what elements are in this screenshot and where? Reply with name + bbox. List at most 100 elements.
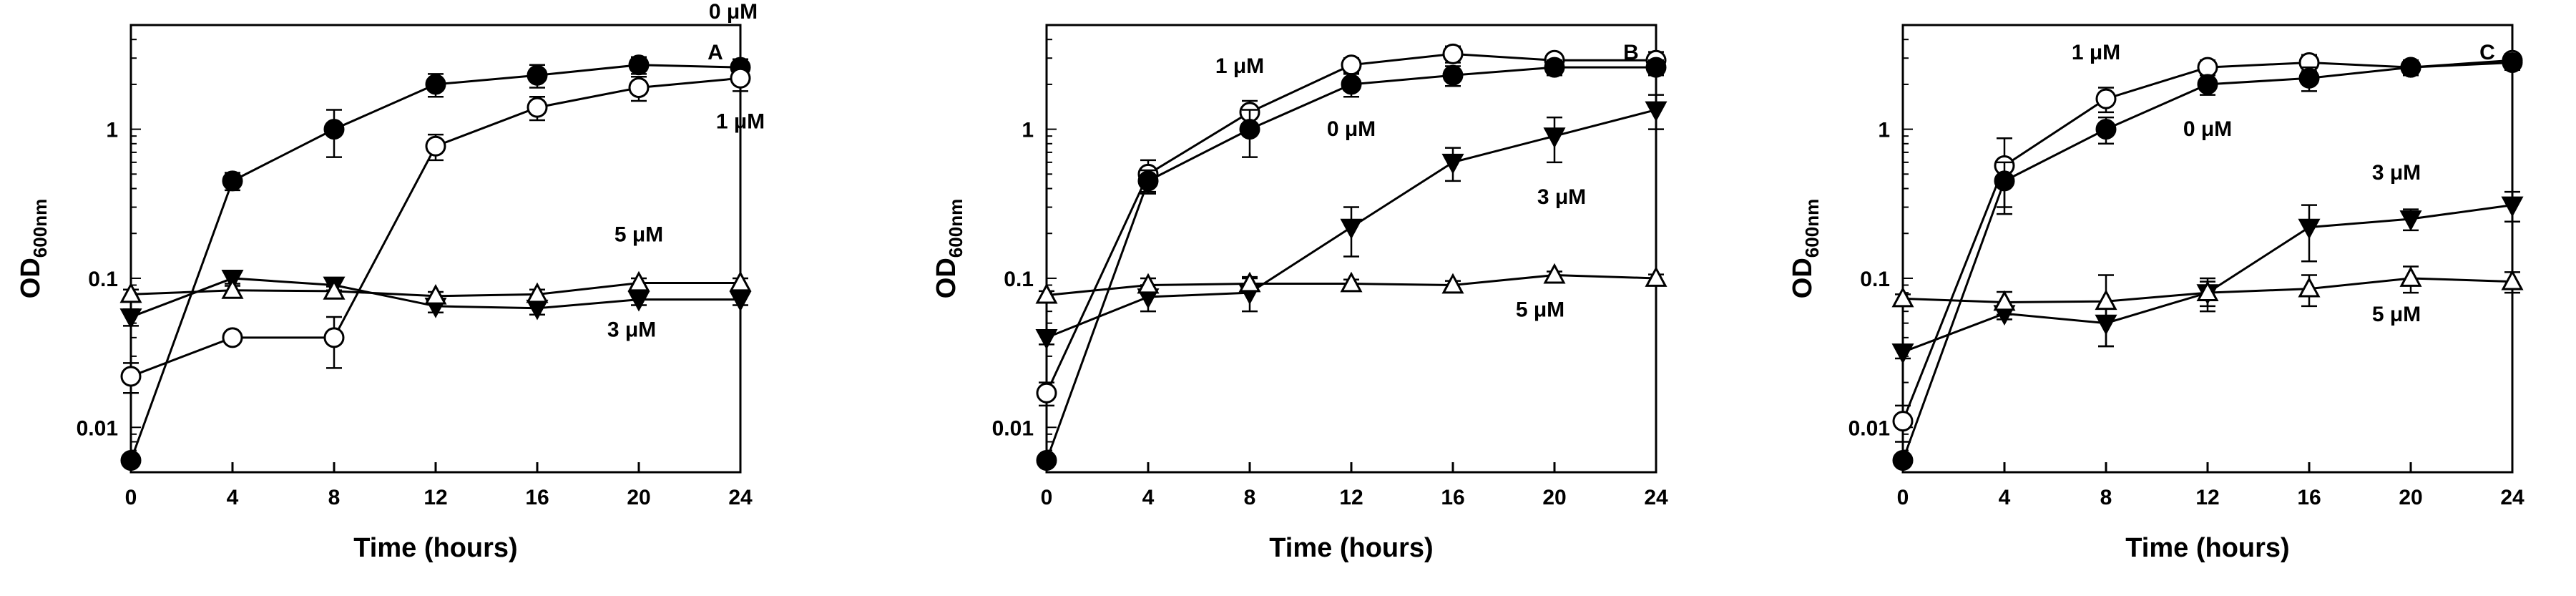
data-point: [2197, 74, 2218, 95]
data-point: [323, 327, 345, 348]
x-tick-label: 4: [227, 486, 239, 509]
series-3m: [1891, 190, 2524, 364]
data-point: [1341, 74, 1362, 95]
y-tick-label: 0.1: [1860, 268, 1890, 291]
x-tick-label: 0: [125, 486, 137, 509]
data-point: [2501, 269, 2524, 290]
data-point: [424, 283, 447, 305]
series-label: 5 μM: [614, 223, 663, 247]
series-label: 1 μM: [1215, 54, 1264, 78]
series-3m: [1035, 94, 1667, 350]
data-point: [2298, 67, 2320, 89]
data-point: [729, 270, 752, 292]
chart-panel-a: 0 4 8 12 16 20 24 0.01 0.1 1 Time (hours) OD600nm A 0…: [16, 0, 765, 563]
series-0m: [1036, 57, 1667, 472]
panel-letter: A: [707, 41, 723, 64]
series-line: [129, 64, 741, 461]
series-label: 0 μM: [1327, 117, 1376, 141]
y-tick-label: 0.01: [77, 416, 118, 440]
x-tick-label: 4: [1142, 486, 1155, 509]
data-point: [425, 135, 446, 157]
x-tick-label: 20: [627, 486, 650, 509]
data-point: [1544, 57, 1565, 78]
data-point: [2501, 196, 2524, 218]
data-point: [1035, 283, 1058, 304]
data-point: [2095, 119, 2117, 140]
data-point: [627, 270, 650, 292]
x-tick-label: 12: [423, 486, 447, 509]
x-tick-label: 8: [1244, 486, 1256, 509]
data-point: [1543, 263, 1566, 284]
data-point: [120, 450, 142, 472]
series-5m: [119, 270, 752, 305]
y-tick-label: 0.01: [992, 416, 1034, 440]
series-label: 5 μM: [1516, 298, 1564, 322]
y-axis-title-subscript: 600nm: [29, 199, 51, 258]
series-label: 1 μM: [716, 109, 765, 133]
series-5m: [1035, 263, 1667, 304]
y-tick-label: 1: [106, 119, 118, 142]
data-point: [1645, 266, 1667, 287]
series-1m: [120, 66, 751, 394]
data-point: [222, 170, 243, 192]
data-point: [425, 74, 446, 95]
series-0m: [120, 54, 751, 472]
data-point: [1035, 328, 1058, 350]
x-axis-title: Time (hours): [1269, 533, 1433, 563]
data-point: [1645, 101, 1667, 122]
data-point: [627, 290, 650, 312]
x-axis-title: Time (hours): [353, 533, 517, 563]
x-tick-label: 4: [1999, 486, 2011, 509]
y-axis-title-subscript: 600nm: [1801, 199, 1823, 258]
series-0m: [1892, 52, 2523, 472]
data-point: [1645, 57, 1667, 78]
x-tick-label: 8: [328, 486, 341, 509]
y-tick-label: 1: [1878, 119, 1890, 142]
data-point: [1238, 271, 1261, 293]
data-point: [1892, 411, 1914, 432]
x-tick-label: 16: [2297, 486, 2321, 509]
x-tick-label: 12: [1339, 486, 1363, 509]
data-point: [1442, 64, 1464, 86]
x-tick-label: 0: [1897, 486, 1909, 509]
data-point: [2400, 57, 2421, 78]
data-point: [2502, 52, 2523, 73]
y-axis-title: OD600nm: [931, 199, 966, 298]
data-point: [1543, 127, 1566, 148]
data-point: [1994, 170, 2015, 192]
data-point: [1239, 119, 1260, 140]
data-point: [221, 278, 244, 299]
data-point: [2196, 280, 2219, 302]
x-tick-label: 12: [2195, 486, 2219, 509]
x-tick-label: 20: [1542, 486, 1566, 509]
data-point: [1341, 54, 1362, 76]
series-line: [1901, 59, 2513, 422]
y-axis-title-main: OD: [16, 258, 46, 298]
series-label: 5 μM: [2372, 303, 2421, 326]
x-tick-label: 24: [728, 486, 753, 509]
data-point: [1036, 382, 1057, 404]
series-1m: [1892, 49, 2523, 443]
data-point: [2095, 88, 2117, 109]
chart-panel-c: 0 4 8 12 16 20 24 0.01 0.1 1 Time (hours) OD600nm C 1…: [1788, 24, 2524, 563]
x-axis-title: Time (hours): [2125, 533, 2289, 563]
chart-panel-b: 0 4 8 12 16 20 24 0.01 0.1 1 Time (hours) OD600nm B 1…: [931, 24, 1668, 563]
data-point: [2399, 266, 2422, 287]
y-axis-title-subscript: 600nm: [945, 199, 966, 258]
data-point: [1137, 273, 1160, 294]
x-tick-label: 24: [1644, 486, 1668, 509]
data-point: [2095, 289, 2117, 311]
data-point: [222, 327, 243, 348]
series-5m: [1891, 265, 2524, 348]
x-tick-label: 20: [2399, 486, 2422, 509]
data-point: [120, 366, 142, 387]
x-tick-label: 16: [525, 486, 549, 509]
data-point: [1340, 218, 1363, 240]
data-point: [2298, 218, 2321, 240]
panel-letter: C: [2479, 41, 2495, 64]
series-label: 3 μM: [2372, 161, 2421, 185]
series-label: 0 μM: [709, 0, 758, 24]
data-point: [1441, 273, 1464, 294]
y-tick-label: 1: [1022, 119, 1034, 142]
